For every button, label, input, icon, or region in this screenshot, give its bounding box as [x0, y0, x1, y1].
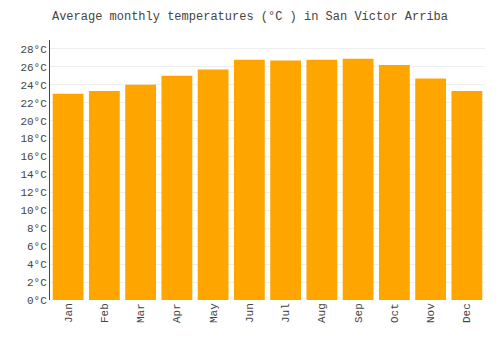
svg-text:Sep: Sep — [353, 303, 365, 323]
svg-text:20°C: 20°C — [20, 116, 47, 128]
svg-text:18°C: 18°C — [20, 133, 47, 145]
svg-text:26°C: 26°C — [20, 62, 47, 74]
svg-text:8°C: 8°C — [27, 223, 47, 235]
svg-text:22°C: 22°C — [20, 98, 47, 110]
svg-text:Dec: Dec — [461, 303, 473, 323]
svg-text:Oct: Oct — [389, 303, 401, 323]
svg-text:Feb: Feb — [99, 303, 111, 323]
svg-text:4°C: 4°C — [27, 259, 47, 271]
svg-text:2°C: 2°C — [27, 277, 47, 289]
svg-text:0°C: 0°C — [27, 295, 47, 307]
svg-text:10°C: 10°C — [20, 205, 47, 217]
svg-text:6°C: 6°C — [27, 241, 47, 253]
svg-text:28°C: 28°C — [20, 44, 47, 56]
svg-text:24°C: 24°C — [20, 80, 47, 92]
svg-text:16°C: 16°C — [20, 151, 47, 163]
svg-text:Apr: Apr — [171, 303, 183, 323]
svg-text:Jan: Jan — [63, 303, 75, 323]
svg-text:Nov: Nov — [425, 303, 437, 323]
svg-text:12°C: 12°C — [20, 187, 47, 199]
svg-text:Average monthly temperatures (: Average monthly temperatures (°C ) in Sa… — [52, 10, 448, 24]
svg-text:Jun: Jun — [244, 303, 256, 323]
svg-text:Mar: Mar — [135, 303, 147, 323]
svg-text:Jul: Jul — [280, 303, 292, 323]
svg-text:Aug: Aug — [316, 303, 328, 323]
svg-text:May: May — [208, 303, 220, 323]
svg-text:14°C: 14°C — [20, 169, 47, 181]
